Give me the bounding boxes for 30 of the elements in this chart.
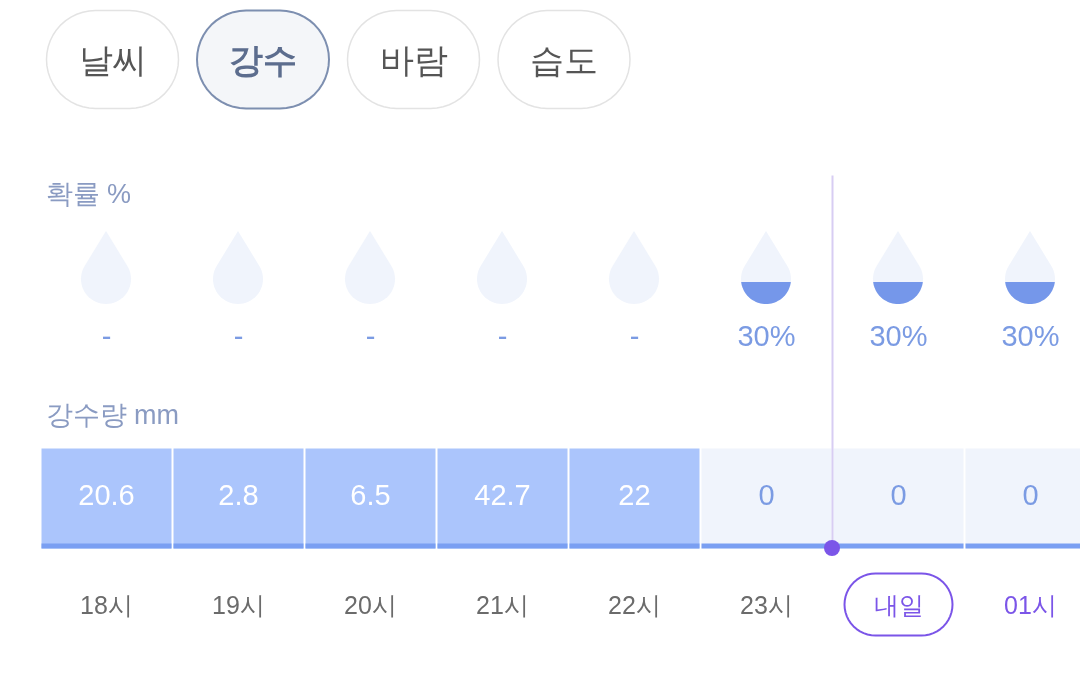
y-tick-label: 확률 %	[45, 178, 132, 209]
data-label: 42.7	[474, 478, 531, 511]
x-tick-label: 21시	[476, 590, 529, 619]
x-tick-label: 22시	[608, 590, 661, 619]
x-tick-label: 23시	[740, 590, 793, 619]
x-tick-label: 18시	[80, 590, 133, 619]
data-label: 0	[890, 478, 907, 511]
data-label: 2.8	[218, 478, 259, 511]
x-tick-label: 20시	[344, 590, 397, 619]
text: -	[365, 319, 376, 352]
category-label: 바람	[379, 40, 448, 79]
category-label: 습도	[530, 40, 598, 79]
text: -	[497, 319, 508, 352]
text: -	[233, 319, 244, 352]
text: -	[629, 319, 640, 352]
x-tick-label: 내일	[873, 590, 924, 619]
data-label: 22	[618, 478, 651, 511]
data-label: 30%	[869, 319, 928, 352]
data-label: 0	[1022, 478, 1039, 511]
data-label: 30%	[1001, 319, 1060, 352]
text: -	[101, 319, 112, 352]
x-tick-label: 01시	[1004, 590, 1057, 619]
y-tick-label: 강수량 mm	[45, 399, 179, 430]
category-label: 강수	[229, 40, 297, 79]
data-label: 20.6	[78, 478, 135, 511]
x-tick-label: 19시	[212, 590, 265, 619]
data-label: 0	[758, 478, 775, 511]
data-label: 30%	[737, 319, 796, 352]
category-label: 날씨	[78, 40, 147, 79]
data-label: 6.5	[350, 478, 391, 511]
